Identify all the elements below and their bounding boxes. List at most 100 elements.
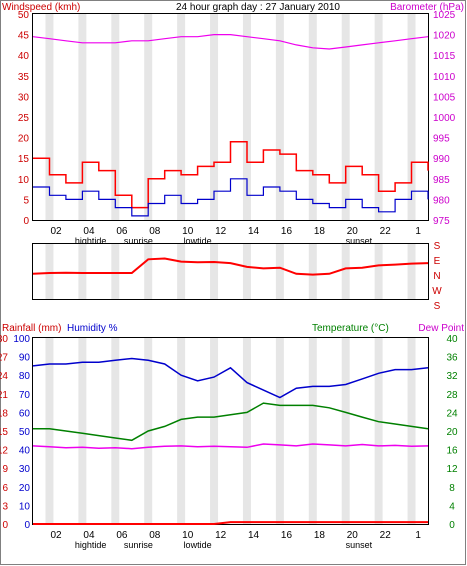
- barometer-y-tick: 1020: [433, 31, 456, 42]
- humidity-y-tick: 20: [19, 483, 31, 494]
- grid-band: [242, 338, 251, 524]
- direction-label: N: [433, 271, 440, 282]
- rain-y-tick: 12: [0, 446, 8, 457]
- grid-band: [275, 338, 284, 524]
- humidity-y-tick: 90: [19, 353, 31, 364]
- rain-y-tick: 21: [0, 390, 8, 401]
- wind-y-tick: 25: [18, 113, 30, 124]
- temperature-y-tick: 16: [446, 446, 458, 457]
- x-tick-label: 16: [281, 530, 293, 541]
- grid-band: [275, 244, 284, 299]
- barometer-y-tick: 1000: [433, 113, 456, 124]
- grid-band: [144, 14, 153, 220]
- grid-band: [374, 14, 383, 220]
- panel-rain-humidity-temperature: 0369121518212427300102030405060708090100…: [0, 323, 464, 550]
- wind-y-tick: 40: [18, 51, 30, 62]
- event-label: hightide: [75, 540, 107, 550]
- temperature-y-tick: 40: [446, 334, 458, 345]
- grid-band: [308, 14, 317, 220]
- humidity-y-tick: 30: [19, 464, 31, 475]
- grid-band: [242, 14, 251, 220]
- dewpoint-line: [32, 443, 429, 450]
- rain-y-tick: 18: [0, 408, 8, 419]
- barometer-y-tick: 1005: [433, 92, 456, 103]
- grid-band: [210, 244, 219, 299]
- grid-band: [78, 14, 87, 220]
- grid-band: [45, 338, 54, 524]
- panel1-frame: [32, 13, 429, 221]
- x-tick-label: 06: [116, 530, 128, 541]
- x-tick-label: 16: [281, 226, 293, 237]
- grid-band: [275, 14, 284, 220]
- wind-y-tick: 10: [18, 175, 30, 186]
- x-tick-label: 14: [248, 226, 260, 237]
- rain-y-tick: 24: [0, 371, 8, 382]
- grid-band: [374, 338, 383, 524]
- rainfall-line: [33, 521, 428, 525]
- humidity-y-tick: 70: [19, 390, 31, 401]
- wind-gust-line: [33, 140, 429, 209]
- grid-band: [374, 244, 383, 299]
- direction-label: S: [434, 241, 441, 252]
- event-label: hightide: [75, 236, 107, 246]
- temperature-axis-label: Temperature (°C): [312, 323, 389, 334]
- direction-label: S: [434, 301, 441, 312]
- x-tick-label: 20: [347, 530, 359, 541]
- humidity-y-tick: 80: [19, 371, 31, 382]
- barometer-y-tick: 1015: [433, 51, 456, 62]
- rain-y-tick: 9: [2, 464, 8, 475]
- rain-y-tick: 30: [0, 334, 8, 345]
- wind-direction-line: [32, 257, 429, 276]
- rain-y-tick: 6: [2, 483, 8, 494]
- wind-y-tick: 20: [18, 134, 30, 145]
- x-tick-label: 08: [149, 530, 161, 541]
- grid-band: [177, 338, 186, 524]
- x-tick-label: 18: [314, 226, 326, 237]
- grid-band: [111, 338, 120, 524]
- x-tick-label: 10: [182, 226, 194, 237]
- wind-axis-label: Windspeed (kmh): [2, 2, 80, 13]
- direction-label: W: [432, 286, 442, 297]
- event-label: sunset: [346, 236, 373, 246]
- temperature-y-tick: 0: [449, 520, 455, 531]
- humidity-line: [32, 357, 429, 399]
- x-tick-label: 02: [50, 226, 62, 237]
- x-tick-label: 10: [182, 530, 194, 541]
- x-tick-label: 04: [83, 226, 95, 237]
- barometer-y-tick: 990: [433, 154, 450, 165]
- grid-band: [210, 338, 219, 524]
- x-tick-label: 04: [83, 530, 95, 541]
- temperature-y-tick: 4: [449, 501, 455, 512]
- x-tick-label: 20: [347, 226, 359, 237]
- barometer-line: [32, 34, 429, 50]
- direction-label: E: [434, 256, 441, 267]
- grid-band: [78, 338, 87, 524]
- x-tick-label: 22: [380, 530, 392, 541]
- temperature-line: [33, 402, 429, 442]
- grid-band: [308, 244, 317, 299]
- humidity-y-tick: 40: [19, 446, 31, 457]
- humidity-axis-label: Humidity %: [67, 323, 118, 334]
- dewpoint-axis-label: Dew Point: [418, 323, 464, 334]
- panel2-frame: [32, 243, 429, 300]
- humidity-y-tick: 100: [13, 334, 30, 345]
- temperature-y-tick: 32: [446, 371, 458, 382]
- wind-y-tick: 45: [18, 31, 30, 42]
- x-tick-label: 12: [215, 226, 227, 237]
- grid-band: [111, 244, 120, 299]
- x-tick-label: 1: [415, 226, 421, 237]
- x-tick-label: 18: [314, 530, 326, 541]
- barometer-axis-label: Barometer (hPa): [390, 2, 464, 13]
- grid-band: [210, 14, 219, 220]
- grid-band: [45, 244, 54, 299]
- wind-y-tick: 50: [18, 10, 30, 21]
- barometer-y-tick: 980: [433, 195, 450, 206]
- barometer-y-tick: 1025: [433, 10, 456, 21]
- event-label: sunrise: [124, 236, 153, 246]
- event-label: lowtide: [184, 540, 212, 550]
- grid-band: [177, 244, 186, 299]
- temperature-y-tick: 36: [446, 353, 458, 364]
